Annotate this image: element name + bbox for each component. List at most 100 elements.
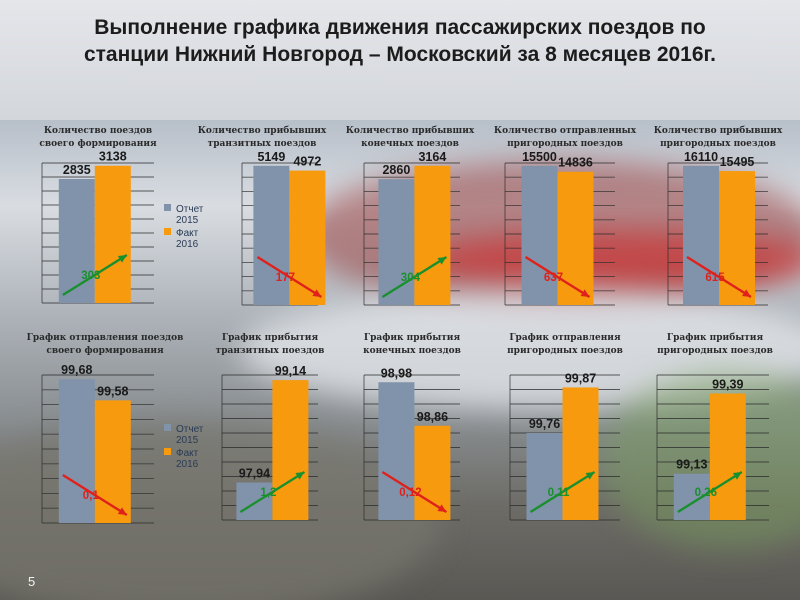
value-label-2016-chart-3: 3164 [418,150,446,164]
chart-title-10: График прибытия [667,332,764,343]
trend-arrowhead-5 [742,289,751,297]
chart-title-6: своего формирования [46,346,164,356]
delta-label-chart-8: 0,12 [399,487,421,499]
value-label-2015-chart-9: 99,76 [529,417,560,431]
bar-2015-chart-3 [378,179,415,305]
trend-arrow-9 [529,470,596,514]
value-label-2016-chart-8: 98,86 [417,410,448,424]
chart-title-7: транзитных поездов [216,346,325,356]
bar-2016-chart-6 [94,400,131,523]
delta-label-chart-2: 177 [276,272,295,284]
legend-label-1: Отчет [176,204,204,215]
trend-arrowhead-9 [585,472,595,480]
legend-label-1: 2016 [176,239,199,250]
chart-title-9: пригородных поездов [507,346,623,356]
bar-2016-chart-3 [414,165,451,305]
value-label-2016-chart-7: 99,14 [275,364,306,378]
slide-title: Выполнение графика движения пассажирских… [20,14,780,68]
bar-2015-chart-5 [683,165,719,305]
delta-label-chart-5: 615 [705,272,725,284]
legend-swatch-2 [164,448,171,455]
chart-title-4: пригородных поездов [507,139,623,149]
bar-2015-chart-4 [521,165,558,305]
trend-arrowhead-10 [732,472,742,480]
chart-title-9: График отправления [509,333,621,343]
chart-title-2: Количество прибывших [198,125,327,136]
bar-2016-chart-10 [709,393,746,520]
trend-arrowhead-1 [117,255,127,263]
legend-label-2: Отчет [176,424,204,435]
value-label-2015-chart-5: 16110 [684,150,718,164]
legend-swatch-2 [164,424,171,431]
value-label-2015-chart-8: 98,98 [381,366,412,380]
chart-title-5: Количество прибывших [654,125,783,136]
chart-title-5: пригородных поездов [660,139,776,149]
delta-label-chart-3: 304 [401,272,421,284]
bar-2016-chart-8 [414,425,451,520]
delta-label-chart-6: 0,1 [83,490,100,502]
legend-label-1: 2015 [176,215,199,226]
value-label-2015-chart-1: 2835 [63,163,91,177]
trend-arrow-7 [239,470,306,514]
legend-label-2: 2015 [176,435,199,446]
value-label-2016-chart-1: 3138 [99,150,127,164]
chart-title-8: График прибытия [364,332,461,343]
value-label-2015-chart-7: 97,94 [239,466,270,480]
trend-arrowhead-2 [312,289,322,297]
trend-arrow-3 [381,255,448,299]
bar-2015-chart-1 [58,178,95,303]
value-label-2015-chart-4: 15500 [522,150,557,164]
value-label-2015-chart-10: 99,13 [676,458,707,472]
bar-2015-chart-7 [236,482,273,520]
chart-title-1: своего формирования [39,139,157,149]
trend-arrowhead-6 [117,507,127,515]
title-line-2: станции Нижний Новгород – Московский за … [83,43,717,66]
chart-title-7: График прибытия [222,332,319,343]
page-number: 5 [28,574,36,589]
bar-2016-chart-5 [719,171,755,305]
value-label-2016-chart-5: 15495 [720,155,755,169]
chart-title-10: пригородных поездов [657,346,773,356]
legend-label-2: Факт [176,448,199,459]
value-label-2016-chart-2: 4972 [293,155,321,169]
delta-label-chart-9: 0,11 [548,487,570,499]
value-label-2015-chart-2: 5149 [257,150,285,164]
trend-arrowhead-4 [580,289,590,297]
value-label-2016-chart-9: 99,87 [565,371,596,385]
delta-label-chart-4: 637 [544,272,563,284]
trend-arrowhead-7 [295,472,305,480]
slide-header: Выполнение графика движения пассажирских… [0,0,800,120]
delta-label-chart-10: 0,26 [695,487,717,499]
title-line-1: Выполнение графика движения пассажирских… [94,16,706,39]
trend-arrow-10 [677,470,743,514]
trend-arrowhead-8 [437,504,447,512]
chart-title-6: График отправления поездов [27,333,184,343]
bar-2015-chart-2 [253,165,290,305]
legend-label-2: 2016 [176,459,199,470]
trend-arrow-1 [62,253,128,297]
legend-swatch-1 [164,228,171,235]
trend-arrow-4 [524,255,591,299]
delta-label-chart-1: 303 [81,270,100,282]
trend-arrow-6 [62,473,128,517]
legend-label-1: Факт [176,228,199,239]
bar-2016-chart-2 [289,170,326,305]
bar-2015-chart-9 [526,433,563,520]
value-label-2015-chart-6: 99,68 [61,363,92,377]
bar-2016-chart-1 [94,165,131,303]
chart-title-3: Количество прибывших [346,125,475,136]
chart-title-4: Количество отправленных [494,126,637,136]
bar-2016-chart-4 [557,171,594,305]
bar-2016-chart-7 [272,380,309,520]
trend-arrow-8 [381,470,448,514]
value-label-2016-chart-4: 14836 [558,156,593,170]
delta-label-chart-7: 1,2 [260,487,276,499]
legend-swatch-1 [164,204,171,211]
trend-arrow-2 [256,255,323,299]
trend-arrow-5 [686,255,752,299]
bar-2015-chart-6 [58,379,95,523]
value-label-2015-chart-3: 2860 [382,163,410,177]
chart-title-3: конечных поездов [361,139,459,149]
chart-title-8: конечных поездов [363,346,461,356]
